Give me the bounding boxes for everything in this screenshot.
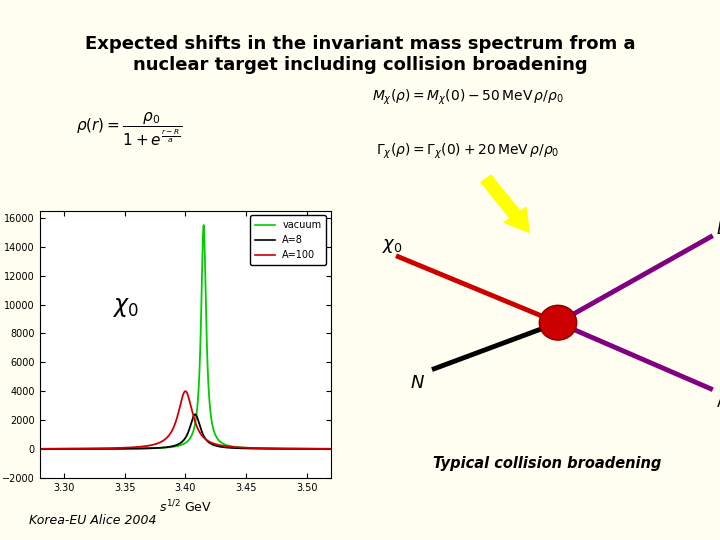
Text: Expected shifts in the invariant mass spectrum from a
nuclear target including c: Expected shifts in the invariant mass sp…: [85, 35, 635, 74]
Text: $\bar{D}$: $\bar{D}$: [716, 219, 720, 239]
FancyArrow shape: [481, 175, 529, 232]
Text: Korea-EU Alice 2004: Korea-EU Alice 2004: [29, 514, 156, 526]
Text: $N$: $N$: [410, 374, 426, 392]
Legend: vacuum, A=8, A=100: vacuum, A=8, A=100: [251, 215, 326, 265]
Text: $\Lambda_c$: $\Lambda_c$: [716, 394, 720, 413]
X-axis label: $s^{1/2}$ GeV: $s^{1/2}$ GeV: [159, 498, 212, 515]
Text: Typical collision broadening: Typical collision broadening: [433, 456, 662, 471]
Text: $\chi_0$: $\chi_0$: [382, 237, 402, 255]
Text: $\chi_0$: $\chi_0$: [112, 296, 139, 319]
Circle shape: [539, 305, 577, 340]
Text: $\Gamma_{\chi}(\rho) = \Gamma_{\chi}(0) + 20\,\mathrm{MeV}\,\rho/\rho_0$: $\Gamma_{\chi}(\rho) = \Gamma_{\chi}(0) …: [377, 141, 559, 161]
Text: $\rho(r) = \dfrac{\rho_0}{1+e^{\frac{r-R}{a}}}$: $\rho(r) = \dfrac{\rho_0}{1+e^{\frac{r-R…: [76, 111, 183, 148]
Text: $M_{\chi}(\rho) = M_{\chi}(0) - 50\,\mathrm{MeV}\,\rho/\rho_0$: $M_{\chi}(\rho) = M_{\chi}(0) - 50\,\mat…: [372, 87, 564, 107]
